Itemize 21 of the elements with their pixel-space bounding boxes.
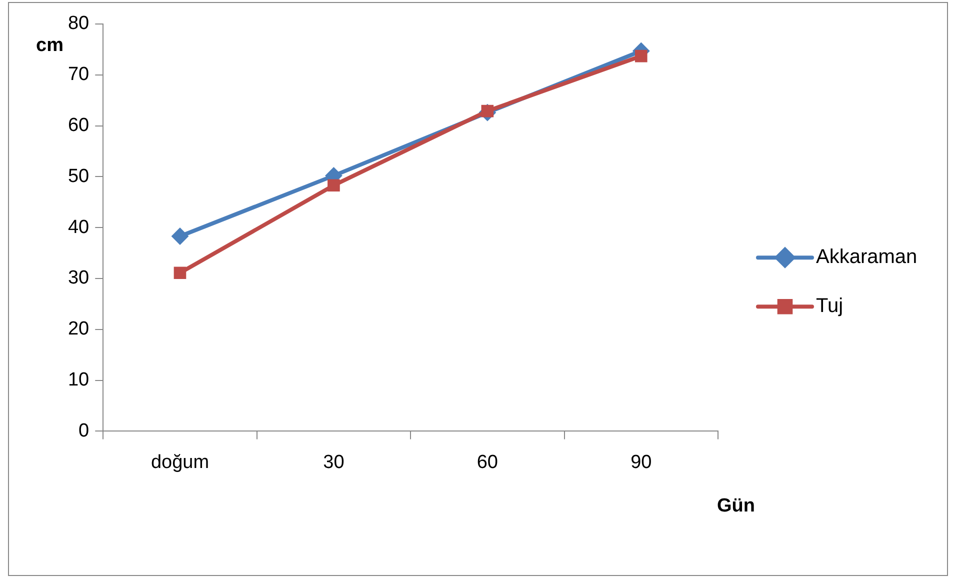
y-tick-label: 80 xyxy=(68,13,90,34)
x-tick-label: 30 xyxy=(323,452,344,473)
legend-label: Tuj xyxy=(816,295,844,318)
y-tick-label: 30 xyxy=(68,268,90,289)
x-tick-label: 90 xyxy=(630,452,652,473)
point xyxy=(174,266,186,280)
point xyxy=(171,228,188,245)
y-tick-label: 0 xyxy=(78,420,90,442)
y-axis-title: cm xyxy=(36,35,64,56)
y-tick-label: 10 xyxy=(68,370,90,391)
y-tick-label: 50 xyxy=(68,166,90,187)
y-tick-label: 70 xyxy=(68,64,90,86)
x-tick-label: doğum xyxy=(150,452,210,473)
x-tick-label: 60 xyxy=(476,452,498,473)
point xyxy=(328,179,340,192)
x-axis-title: Gün xyxy=(717,495,755,516)
y-tick-label: 60 xyxy=(68,115,90,136)
y-tick-label: 20 xyxy=(68,318,90,340)
y-tick-label: 40 xyxy=(68,216,90,238)
point xyxy=(634,50,648,62)
legend-label: Akkaraman xyxy=(816,246,918,268)
